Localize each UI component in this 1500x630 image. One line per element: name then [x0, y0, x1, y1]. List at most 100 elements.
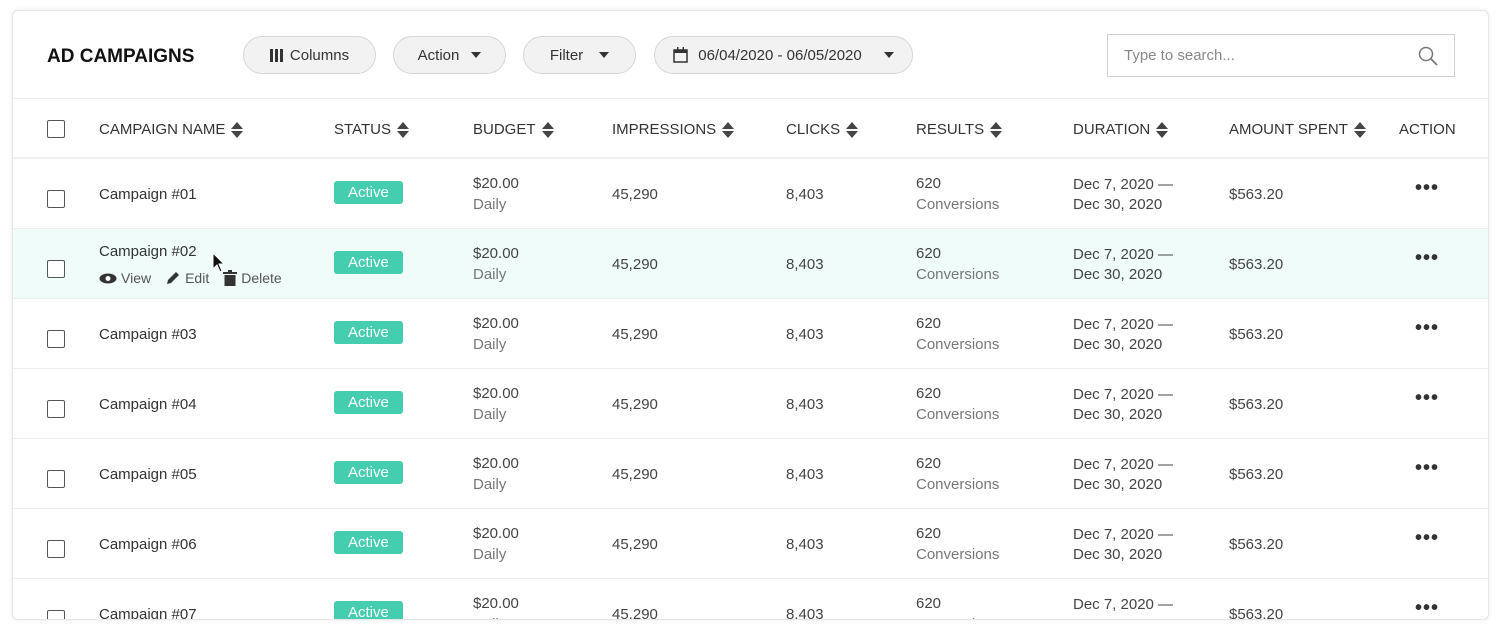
row-checkbox[interactable]: [47, 190, 65, 208]
row-checkbox[interactable]: [47, 540, 65, 558]
more-actions-icon[interactable]: •••: [1415, 597, 1440, 619]
clicks-cell: 8,403: [786, 256, 824, 273]
clicks-cell: 8,403: [786, 466, 824, 483]
amount-spent-cell: $563.20: [1229, 606, 1284, 620]
date-range-picker[interactable]: 06/04/2020 - 06/05/2020: [654, 36, 913, 74]
column-header-amount-spent[interactable]: AMOUNT SPENT: [1229, 121, 1366, 138]
table-header: CAMPAIGN NAME STATUS BUDGET IMPRESSIONS CLIC…: [13, 98, 1488, 159]
impressions-cell: 45,290: [612, 606, 658, 620]
delete-action[interactable]: Delete: [223, 270, 282, 286]
campaign-name[interactable]: Campaign #04: [99, 396, 197, 413]
table-row[interactable]: Campaign #06 Active $20.00 Daily 45,290 8…: [13, 509, 1488, 579]
column-header-results[interactable]: RESULTS: [916, 121, 1003, 138]
more-actions-icon[interactable]: •••: [1415, 457, 1440, 479]
more-actions-icon[interactable]: •••: [1415, 387, 1440, 409]
impressions-cell: 45,290: [612, 256, 658, 273]
impressions-cell: 45,290: [612, 186, 658, 203]
status-badge: Active: [334, 251, 403, 274]
campaign-name[interactable]: Campaign #06: [99, 536, 197, 553]
table-row[interactable]: Campaign #03 Active $20.00 Daily 45,290 8…: [13, 299, 1488, 369]
clicks-cell: 8,403: [786, 326, 824, 343]
column-header-clicks[interactable]: CLICKS: [786, 121, 859, 138]
duration-cell: Dec 7, 2020 —Dec 30, 2020: [1073, 316, 1174, 353]
filter-dropdown[interactable]: Filter: [523, 36, 636, 74]
search-input[interactable]: Type to search...: [1107, 34, 1455, 77]
table-row[interactable]: Campaign #05 Active $20.00 Daily 45,290 8…: [13, 439, 1488, 509]
more-actions-icon[interactable]: •••: [1415, 527, 1440, 549]
table-row[interactable]: Campaign #04 Active $20.00 Daily 45,290 8…: [13, 369, 1488, 439]
amount-spent-cell: $563.20: [1229, 186, 1284, 203]
campaign-name[interactable]: Campaign #07: [99, 606, 197, 620]
sort-icon[interactable]: [846, 121, 859, 138]
column-header-label: DURATION: [1073, 121, 1151, 138]
more-actions-icon[interactable]: •••: [1415, 177, 1440, 199]
row-checkbox[interactable]: [47, 610, 65, 619]
sort-icon[interactable]: [541, 121, 554, 138]
more-actions-icon[interactable]: •••: [1415, 247, 1440, 269]
impressions-cell: 45,290: [612, 326, 658, 343]
amount-spent-cell: $563.20: [1229, 396, 1284, 413]
campaigns-card: AD CAMPAIGNS Columns Action Filter 06/04…: [12, 10, 1489, 620]
column-header-label: CLICKS: [786, 121, 841, 138]
table-row[interactable]: Campaign #02 View Edit Delete Active $20…: [13, 229, 1488, 299]
mouse-cursor-icon: [212, 252, 226, 273]
caret-down-icon: [471, 52, 482, 58]
view-action[interactable]: View: [99, 270, 151, 286]
filter-label: Filter: [549, 46, 584, 64]
sort-icon[interactable]: [1156, 121, 1169, 138]
clicks-cell: 8,403: [786, 536, 824, 553]
campaign-name[interactable]: Campaign #03: [99, 326, 197, 343]
column-header-impressions[interactable]: IMPRESSIONS: [612, 121, 735, 138]
sort-icon[interactable]: [231, 121, 244, 138]
duration-cell: Dec 7, 2020 —Dec 30, 2020: [1073, 526, 1174, 563]
campaign-name[interactable]: Campaign #02: [99, 243, 197, 260]
status-badge: Active: [334, 181, 403, 204]
page-title: AD CAMPAIGNS: [47, 46, 195, 67]
columns-button[interactable]: Columns: [243, 36, 376, 74]
row-checkbox[interactable]: [47, 470, 65, 488]
impressions-cell: 45,290: [612, 466, 658, 483]
column-header-duration[interactable]: DURATION: [1073, 121, 1169, 138]
sort-icon[interactable]: [396, 121, 409, 138]
row-checkbox[interactable]: [47, 330, 65, 348]
sort-icon[interactable]: [990, 121, 1003, 138]
column-header-status[interactable]: STATUS: [334, 121, 409, 138]
action-dropdown[interactable]: Action: [393, 36, 506, 74]
pencil-icon: [167, 272, 180, 284]
status-badge: Active: [334, 601, 403, 619]
column-header-label: CAMPAIGN NAME: [99, 121, 226, 138]
search-icon[interactable]: [1418, 46, 1438, 66]
duration-cell: Dec 7, 2020 —Dec 30, 2020: [1073, 456, 1174, 493]
edit-action[interactable]: Edit: [165, 270, 209, 286]
column-header-action: ACTION: [1399, 121, 1456, 138]
duration-cell: Dec 7, 2020 —Dec 30, 2020: [1073, 386, 1174, 423]
campaign-name[interactable]: Campaign #05: [99, 466, 197, 483]
more-actions-icon[interactable]: •••: [1415, 317, 1440, 339]
row-checkbox[interactable]: [47, 260, 65, 278]
column-header-campaign-name[interactable]: CAMPAIGN NAME: [99, 121, 244, 138]
table-row[interactable]: Campaign #01 Active $20.00 Daily 45,290 8…: [13, 159, 1488, 229]
eye-icon: [99, 273, 117, 283]
trash-icon: [223, 270, 238, 286]
column-header-budget[interactable]: BUDGET: [473, 121, 554, 138]
campaign-name[interactable]: Campaign #01: [99, 186, 197, 203]
calendar-icon: [673, 47, 688, 63]
row-checkbox[interactable]: [47, 400, 65, 418]
select-all-checkbox[interactable]: [47, 120, 65, 138]
duration-cell: Dec 7, 2020 —Dec 30, 2020: [1073, 246, 1174, 283]
sort-icon[interactable]: [1353, 121, 1366, 138]
column-header-label: IMPRESSIONS: [612, 121, 717, 138]
clicks-cell: 8,403: [786, 396, 824, 413]
caret-down-icon: [883, 52, 894, 58]
impressions-cell: 45,290: [612, 536, 658, 553]
sort-icon[interactable]: [722, 121, 735, 138]
